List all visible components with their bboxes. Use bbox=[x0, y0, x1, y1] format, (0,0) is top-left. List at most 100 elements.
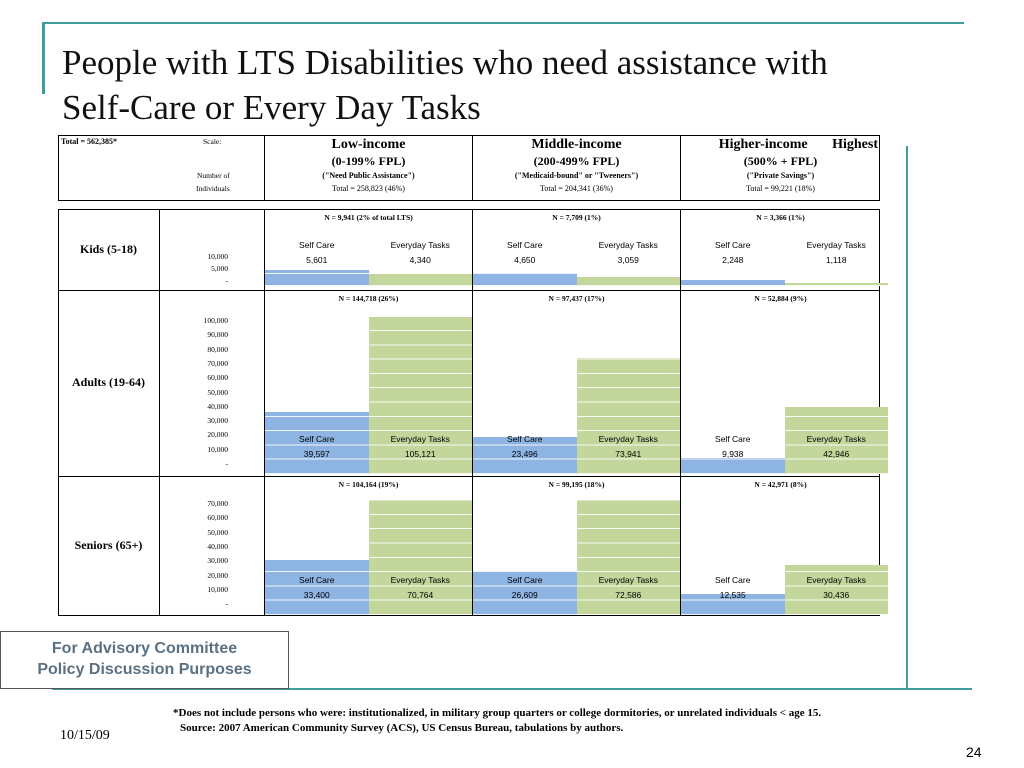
header-group-higher: Higher-income Highest (500% + FPL) ("Pri… bbox=[681, 137, 880, 193]
axis-tick-label: 5,000 bbox=[211, 264, 228, 273]
group-column-divider bbox=[264, 290, 265, 476]
axis-tick-label: 20,000 bbox=[207, 570, 228, 580]
top-rule bbox=[42, 22, 964, 24]
self-care-bar bbox=[265, 411, 369, 474]
page-title-line2: Self-Care or Every Day Tasks bbox=[62, 88, 481, 127]
label-column-divider bbox=[159, 476, 160, 616]
axis-tick-label: 90,000 bbox=[207, 330, 228, 340]
group-column-divider bbox=[680, 290, 681, 476]
row-label: Kids (5-18) bbox=[80, 241, 137, 256]
everyday-tasks-label: Everyday Tasks bbox=[390, 434, 450, 444]
axis-tick-label: 20,000 bbox=[207, 430, 228, 440]
group-total: Total = 204,341 (36%) bbox=[540, 184, 613, 193]
header-divider-2 bbox=[472, 135, 473, 201]
group-n-label: N = 99,195 (18%) bbox=[548, 480, 605, 489]
page-title: People with LTS Disabilities who need as… bbox=[62, 40, 962, 130]
axis-tick-label: - bbox=[225, 459, 229, 468]
footnote-exclusions: *Does not include persons who were: inst… bbox=[173, 707, 822, 719]
axis-tick-label: 30,000 bbox=[207, 416, 228, 426]
axis-tick-label: 50,000 bbox=[207, 387, 228, 397]
individuals-label: Individuals bbox=[196, 184, 230, 193]
self-care-value: 9,938 bbox=[722, 449, 744, 459]
everyday-tasks-value: 30,436 bbox=[823, 590, 850, 600]
self-care-value: 33,400 bbox=[303, 590, 330, 600]
header-group-low: Low-income (0-199% FPL) ("Need Public As… bbox=[265, 137, 472, 193]
everyday-tasks-value: 1,118 bbox=[825, 255, 847, 265]
self-care-label: Self Care bbox=[507, 240, 543, 250]
group-name: Higher-income Highest bbox=[718, 137, 878, 152]
self-care-bar bbox=[681, 279, 785, 286]
group-n-label: N = 52,884 (9%) bbox=[754, 294, 807, 303]
group-column-divider bbox=[264, 476, 265, 616]
axis-tick-label: - bbox=[225, 599, 229, 609]
self-care-value: 12,535 bbox=[719, 590, 746, 600]
bottom-rule bbox=[52, 688, 972, 690]
group-note: ("Need Public Assistance") bbox=[322, 171, 415, 180]
everyday-tasks-value: 72,586 bbox=[615, 590, 642, 600]
self-care-label: Self Care bbox=[715, 575, 751, 585]
axis-tick-label: 40,000 bbox=[207, 401, 228, 411]
group-name: Middle-income bbox=[531, 137, 622, 152]
axis-tick-label: 50,000 bbox=[207, 527, 228, 537]
everyday-tasks-bar bbox=[368, 273, 472, 286]
everyday-tasks-bar bbox=[784, 564, 888, 615]
group-note: ("Medicaid-bound" or "Tweeners") bbox=[514, 171, 639, 180]
group-range: (200-499% FPL) bbox=[533, 154, 620, 168]
header-divider-3 bbox=[680, 135, 681, 201]
everyday-tasks-bar bbox=[576, 357, 680, 474]
axis-tick-label: 60,000 bbox=[207, 513, 228, 523]
everyday-tasks-bar bbox=[576, 500, 680, 615]
axis-tick-label: 70,000 bbox=[207, 358, 228, 368]
group-column-divider bbox=[264, 209, 265, 290]
everyday-tasks-bar bbox=[368, 500, 472, 615]
header-group-middle: Middle-income (200-499% FPL) ("Medicaid-… bbox=[473, 137, 680, 193]
self-care-value: 39,597 bbox=[303, 449, 330, 459]
group-column-divider bbox=[472, 476, 473, 616]
self-care-label: Self Care bbox=[299, 240, 335, 250]
header-divider-1 bbox=[264, 135, 265, 201]
everyday-tasks-label: Everyday Tasks bbox=[598, 240, 658, 250]
everyday-tasks-label: Everyday Tasks bbox=[598, 575, 658, 585]
advisory-box: For Advisory Committee Policy Discussion… bbox=[0, 631, 289, 689]
self-care-value: 23,496 bbox=[511, 449, 538, 459]
group-name: Low-income bbox=[331, 137, 406, 152]
self-care-value: 5,601 bbox=[306, 255, 328, 265]
everyday-tasks-label: Everyday Tasks bbox=[598, 434, 658, 444]
axis-tick-label: 100,000 bbox=[203, 316, 228, 325]
everyday-tasks-bar bbox=[784, 282, 888, 286]
group-column-divider bbox=[680, 476, 681, 616]
self-care-bar bbox=[473, 571, 577, 615]
everyday-tasks-value: 70,764 bbox=[407, 590, 434, 600]
everyday-tasks-label: Everyday Tasks bbox=[806, 240, 866, 250]
everyday-tasks-label: Everyday Tasks bbox=[806, 434, 866, 444]
row-divider bbox=[58, 476, 880, 477]
everyday-tasks-label: Everyday Tasks bbox=[390, 240, 450, 250]
footnote-source: Source: 2007 American Community Survey (… bbox=[180, 722, 624, 734]
group-n-label: N = 9,941 (2% of total LTS) bbox=[324, 213, 413, 222]
everyday-tasks-label: Everyday Tasks bbox=[806, 575, 866, 585]
group-n-label: N = 104,164 (19%) bbox=[338, 480, 399, 489]
group-n-label: N = 97,437 (17%) bbox=[548, 294, 605, 303]
everyday-tasks-label: Everyday Tasks bbox=[390, 575, 450, 585]
self-care-label: Self Care bbox=[299, 434, 335, 444]
self-care-label: Self Care bbox=[507, 575, 543, 585]
self-care-label: Self Care bbox=[299, 575, 335, 585]
self-care-value: 4,650 bbox=[514, 255, 536, 265]
axis-tick-label: 40,000 bbox=[207, 541, 228, 551]
self-care-label: Self Care bbox=[715, 434, 751, 444]
group-note: ("Private Savings") bbox=[746, 171, 815, 180]
everyday-tasks-value: 73,941 bbox=[615, 449, 642, 459]
axis-tick-label: 30,000 bbox=[207, 556, 228, 566]
group-range: (500% + FPL) bbox=[743, 154, 818, 168]
self-care-label: Self Care bbox=[715, 240, 751, 250]
axis-tick-label: 70,000 bbox=[207, 499, 228, 508]
everyday-tasks-value: 105,121 bbox=[404, 449, 436, 459]
title-accent-bar bbox=[42, 22, 45, 94]
group-n-label: N = 7,709 (1%) bbox=[552, 213, 601, 222]
scale-label: Scale: bbox=[203, 137, 222, 146]
axis-tick-label: 60,000 bbox=[207, 373, 228, 383]
self-care-bar bbox=[681, 594, 785, 615]
row-label: Adults (19-64) bbox=[71, 375, 145, 389]
self-care-value: 26,609 bbox=[511, 590, 538, 600]
group-total: Total = 258,823 (46%) bbox=[332, 184, 405, 193]
